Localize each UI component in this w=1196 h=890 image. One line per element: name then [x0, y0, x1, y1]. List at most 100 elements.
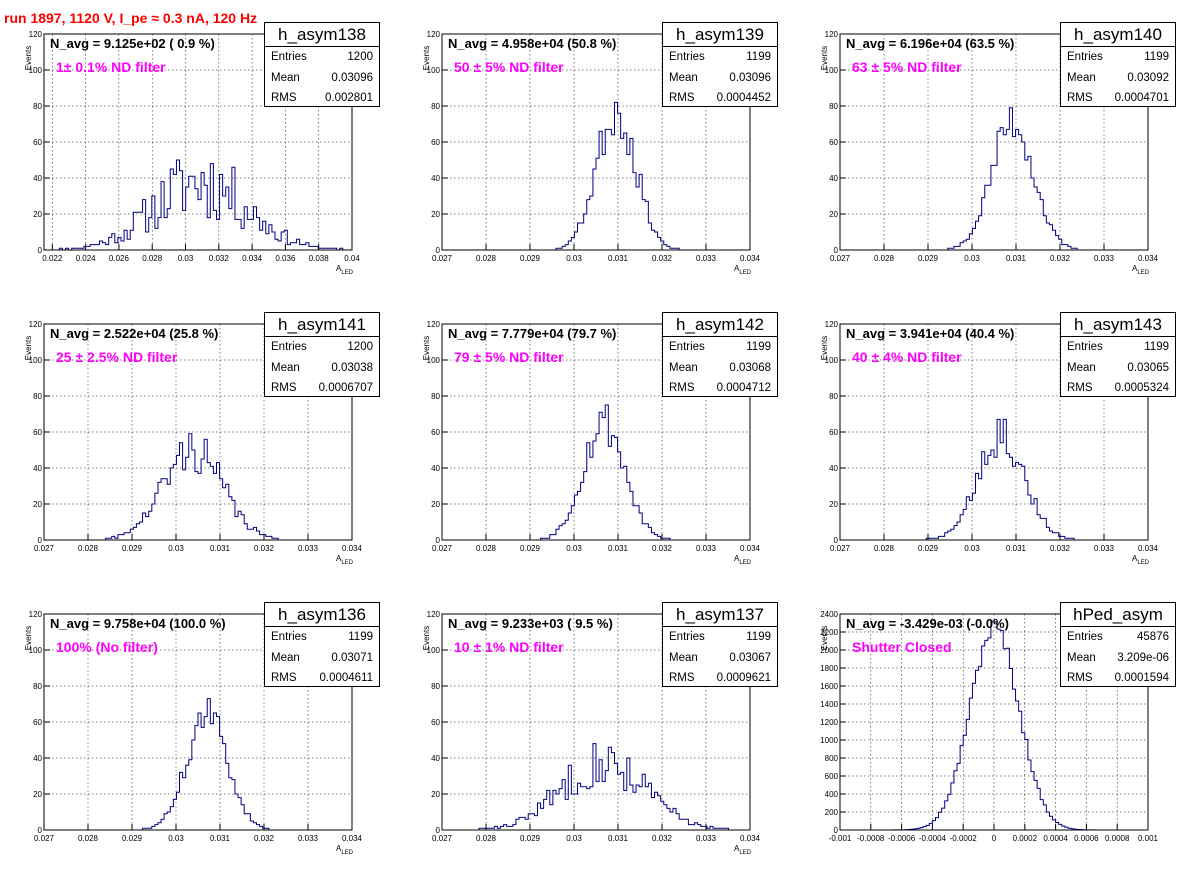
stat-entries-value: 1199	[746, 341, 771, 353]
page-title: run 1897, 1120 V, I_pe ≈ 0.3 nA, 120 Hz	[4, 10, 258, 26]
x-tick-label: 0.033	[696, 834, 717, 843]
stat-entries-row: Entries 1200	[265, 47, 379, 68]
stat-mean-row: Mean 0.03092	[1061, 68, 1175, 89]
filter-label: Shutter Closed	[852, 639, 952, 655]
x-tick-label: -0.0008	[857, 834, 885, 843]
stat-mean-row: Mean 0.03067	[663, 648, 777, 669]
navg-label: N_avg = 7.779e+04 (79.7 %)	[448, 326, 617, 341]
x-tick-label: 0.028	[874, 544, 895, 553]
y-tick-label: 120	[427, 30, 441, 39]
y-tick-label: 80	[431, 392, 440, 401]
stats-box: h_asym141 Entries 1200 Mean 0.03038 RMS 0.0006…	[264, 312, 380, 397]
y-tick-label: 2000	[820, 646, 838, 655]
y-tick-label: 80	[33, 392, 42, 401]
x-tick-label: -0.0004	[919, 834, 947, 843]
stat-mean-label: Mean	[669, 71, 698, 84]
x-tick-label: 0.032	[209, 254, 230, 263]
x-tick-label: 0.029	[918, 544, 939, 553]
x-axis-label: ALED	[1132, 264, 1150, 276]
y-tick-label: 0	[38, 246, 43, 255]
stat-rms-row: RMS 0.0004701	[1061, 88, 1175, 109]
stat-rms-value: 0.0004452	[716, 92, 771, 104]
filter-label: 100% (No filter)	[56, 639, 158, 655]
histogram-series	[442, 404, 750, 541]
y-tick-label: 120	[29, 30, 43, 39]
stats-box: hPed_asym Entries 45876 Mean 3.209e-06 RMS 0.0…	[1060, 602, 1176, 687]
x-tick-label: 0.03	[964, 544, 980, 553]
y-tick-label: 40	[33, 464, 42, 473]
histogram-series	[442, 101, 750, 251]
histogram-name: h_asym138	[265, 23, 379, 47]
histogram-panel: 0.027 0.028 0.029 0.03 0.031 0.032 0.033 0.034 0…	[796, 20, 1194, 310]
histogram-panel: 0.027 0.028 0.029 0.03 0.031 0.032 0.033 0.034 0…	[796, 310, 1194, 600]
x-tick-label: 0.034	[1138, 544, 1159, 553]
stat-entries-row: Entries 1199	[1061, 337, 1175, 358]
stat-rms-row: RMS 0.0005324	[1061, 378, 1175, 399]
stats-box: h_asym136 Entries 1199 Mean 0.03071 RMS 0.0004…	[264, 602, 380, 687]
histogram-series	[44, 433, 352, 541]
y-tick-label: 0	[38, 826, 43, 835]
stat-entries-value: 1199	[1144, 341, 1169, 353]
x-tick-label: 0.032	[1050, 254, 1071, 263]
filter-label: 10 ± 1% ND filter	[454, 639, 564, 655]
x-tick-label: 0.027	[432, 254, 453, 263]
navg-label: N_avg = -3.429e-03 (-0.0%)	[846, 616, 1009, 631]
x-tick-label: 0	[992, 834, 997, 843]
y-tick-label: 1400	[820, 700, 838, 709]
stat-rms-value: 0.002801	[325, 92, 373, 104]
navg-label: N_avg = 4.958e+04 (50.8 %)	[448, 36, 617, 51]
stat-rms-label: RMS	[271, 92, 297, 104]
stat-rms-row: RMS 0.002801	[265, 88, 379, 109]
y-tick-label: 80	[33, 682, 42, 691]
navg-label: N_avg = 9.125e+02 ( 0.9 %)	[50, 36, 215, 51]
x-tick-label: 0.026	[109, 254, 130, 263]
x-axis-label: ALED	[734, 844, 752, 856]
stat-rms-label: RMS	[1067, 92, 1093, 104]
y-tick-label: 0	[834, 826, 839, 835]
stat-rms-row: RMS 0.0004712	[663, 378, 777, 399]
filter-label: 79 ± 5% ND filter	[454, 349, 564, 365]
histogram-series	[840, 418, 1148, 541]
y-tick-label: 120	[427, 610, 441, 619]
stats-box: h_asym142 Entries 1199 Mean 0.03068 RMS 0.0004…	[662, 312, 778, 397]
y-tick-label: 120	[825, 320, 839, 329]
stat-mean-value: 0.03071	[331, 651, 373, 664]
x-axis-label-subscript: LED	[739, 560, 751, 566]
stat-rms-label: RMS	[669, 92, 695, 104]
y-tick-label: 1000	[820, 736, 838, 745]
y-tick-label: 120	[29, 320, 43, 329]
stat-mean-row: Mean 0.03038	[265, 358, 379, 379]
x-tick-label: 0.032	[652, 834, 673, 843]
stat-entries-label: Entries	[1067, 631, 1103, 643]
histogram-name: h_asym136	[265, 603, 379, 627]
stat-rms-row: RMS 0.0001594	[1061, 668, 1175, 689]
y-tick-label: 80	[33, 102, 42, 111]
stat-mean-label: Mean	[271, 71, 300, 84]
x-tick-label: 0.0008	[1105, 834, 1130, 843]
x-tick-label: 0.034	[740, 544, 761, 553]
y-tick-label: 80	[829, 102, 838, 111]
y-tick-label: 2200	[820, 628, 838, 637]
histogram-name: hPed_asym	[1061, 603, 1175, 627]
x-tick-label: 0.038	[309, 254, 330, 263]
y-tick-label: 40	[33, 174, 42, 183]
y-axis-label: Events	[422, 46, 431, 70]
histogram-name: h_asym139	[663, 23, 777, 47]
x-tick-label: 0.034	[740, 834, 761, 843]
x-tick-label: 0.028	[476, 544, 497, 553]
y-tick-label: 80	[829, 392, 838, 401]
y-tick-label: 100	[427, 356, 441, 365]
x-axis-label: ALED	[336, 554, 354, 566]
y-tick-label: 2400	[820, 610, 838, 619]
y-tick-label: 60	[431, 718, 440, 727]
y-tick-label: 20	[431, 500, 440, 509]
histogram-panel: -0.001 -0.0008 -0.0006 -0.0004 -0.0002 0 0.000…	[796, 600, 1194, 890]
y-tick-label: 100	[29, 66, 43, 75]
x-tick-label: 0.032	[652, 544, 673, 553]
x-tick-label: 0.03	[168, 834, 184, 843]
x-tick-label: 0.028	[78, 834, 99, 843]
y-tick-label: 100	[29, 646, 43, 655]
x-tick-label: 0.028	[142, 254, 163, 263]
stat-entries-label: Entries	[271, 51, 307, 63]
y-tick-label: 0	[834, 246, 839, 255]
